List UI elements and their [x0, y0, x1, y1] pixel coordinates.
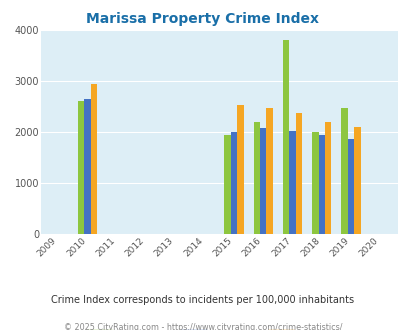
- Bar: [354, 127, 360, 234]
- Bar: [266, 109, 272, 234]
- Bar: [311, 132, 318, 234]
- Bar: [341, 108, 347, 234]
- Bar: [230, 132, 237, 234]
- Bar: [288, 131, 295, 234]
- Bar: [347, 139, 354, 234]
- Bar: [282, 40, 288, 234]
- Bar: [295, 113, 301, 234]
- Bar: [318, 135, 324, 234]
- Bar: [90, 84, 97, 234]
- Text: © 2025 CityRating.com - https://www.cityrating.com/crime-statistics/: © 2025 CityRating.com - https://www.city…: [64, 323, 341, 330]
- Bar: [324, 122, 330, 234]
- Bar: [253, 122, 259, 234]
- Bar: [259, 128, 266, 234]
- Text: Marissa Property Crime Index: Marissa Property Crime Index: [86, 12, 319, 25]
- Legend: Marissa, Illinois, National: Marissa, Illinois, National: [82, 326, 355, 330]
- Bar: [78, 101, 84, 234]
- Bar: [84, 99, 90, 234]
- Bar: [224, 135, 230, 234]
- Text: Crime Index corresponds to incidents per 100,000 inhabitants: Crime Index corresponds to incidents per…: [51, 295, 354, 305]
- Bar: [237, 105, 243, 234]
